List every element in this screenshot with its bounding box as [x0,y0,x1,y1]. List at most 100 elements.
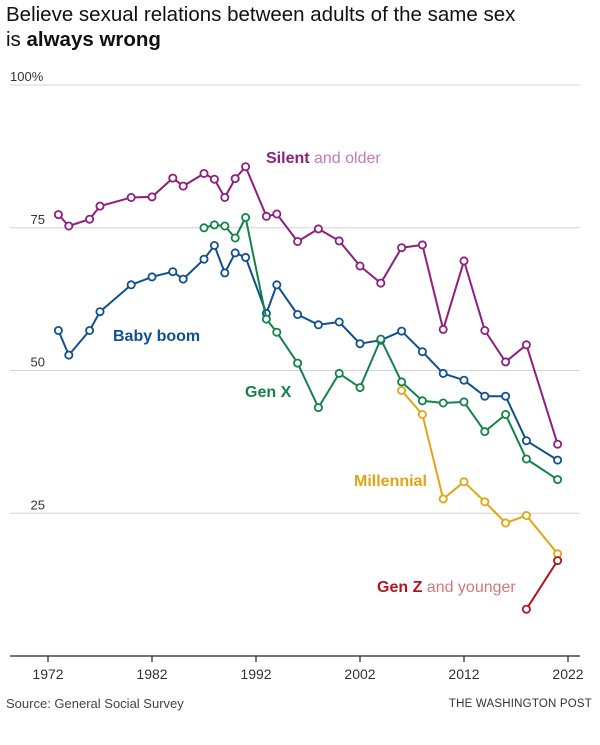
series-label-name-gen-z-and-younger: Gen Z [377,579,423,596]
data-point-silent-and-older-2012 [459,256,469,266]
y-tick-label-50: 50 [31,355,45,370]
x-tick-label-2012: 2012 [448,666,479,682]
data-point-silent-and-older-1987 [199,168,209,178]
data-point-baby-boom-1998 [313,320,323,330]
y-tick-label-100: 100% [10,69,44,84]
series-label-baby-boom: Baby boom [113,328,200,345]
data-point-gen-x-2014 [480,427,490,437]
series-line-gen-x [203,216,559,481]
data-point-silent-and-older-2006 [397,243,407,253]
series-label-suffix-silent-and-older: and older [310,150,382,167]
data-point-gen-x-2008 [417,396,427,406]
data-point-gen-x-1991 [241,212,251,222]
chart-title: Believe sexual relations between adults … [6,2,596,52]
x-tick-label-1982: 1982 [136,666,167,682]
data-point-silent-and-older-1984 [168,173,178,183]
series-line-gen-z-and-younger [525,560,559,610]
series-label-silent-and-older: Silent and older [266,150,381,167]
data-point-silent-and-older-1976 [85,214,95,224]
series-label-name-millennial: Millennial [354,473,427,490]
data-point-gen-x-1998 [313,403,323,413]
data-point-baby-boom-2008 [417,347,427,357]
data-point-silent-and-older-2004 [376,278,386,288]
data-point-silent-and-older-2008 [417,240,427,250]
data-point-gen-x-2012 [459,397,469,407]
data-point-baby-boom-1987 [199,254,209,264]
data-point-silent-and-older-1988 [209,174,219,184]
data-point-baby-boom-1973 [53,325,63,335]
data-point-baby-boom-1985 [178,274,188,284]
data-point-silent-and-older-1973 [53,210,63,220]
data-point-silent-and-older-1998 [313,224,323,234]
data-point-silent-and-older-1994 [272,209,282,219]
data-point-silent-and-older-2010 [438,324,448,334]
data-point-gen-x-1994 [272,327,282,337]
data-point-gen-x-1993 [261,314,271,324]
data-point-millennial-2006 [397,385,407,395]
data-point-baby-boom-1988 [209,240,219,250]
x-tick-label-2022: 2022 [552,666,583,682]
series-line-baby-boom [57,244,559,461]
publisher-credit: THE WASHINGTON POST [448,698,592,710]
x-tick-label-2002: 2002 [344,666,375,682]
data-point-baby-boom-1996 [293,309,303,319]
x-tick-label-1972: 1972 [32,666,63,682]
data-point-gen-x-1990 [230,233,240,243]
data-point-silent-and-older-2021 [553,439,563,449]
data-point-gen-z-and-younger-2021 [553,556,563,566]
series-label-millennial: Millennial [354,473,427,490]
data-point-baby-boom-2006 [397,326,407,336]
data-point-baby-boom-1976 [85,325,95,335]
data-point-silent-and-older-2002 [355,261,365,271]
series-label-name-gen-x: Gen X [245,384,292,401]
data-point-baby-boom-2000 [334,317,344,327]
data-point-baby-boom-1991 [241,252,251,262]
data-point-silent-and-older-2000 [334,236,344,246]
data-point-millennial-2018 [521,510,531,520]
data-point-baby-boom-2018 [521,436,531,446]
data-point-gen-x-2016 [501,409,511,419]
data-point-baby-boom-2016 [501,391,511,401]
data-point-gen-x-2002 [355,383,365,393]
data-point-gen-z-and-younger-2018 [521,604,531,614]
data-point-gen-x-2000 [334,368,344,378]
data-point-silent-and-older-1989 [220,192,230,202]
data-point-silent-and-older-1977 [95,201,105,211]
data-point-silent-and-older-1980 [126,192,136,202]
title-line-2-prefix: is [6,28,27,51]
title-line-1: Believe sexual relations between adults … [6,3,516,26]
data-point-silent-and-older-1985 [178,181,188,191]
data-point-baby-boom-2014 [480,391,490,401]
data-point-baby-boom-1974 [64,350,74,360]
data-point-baby-boom-2010 [438,368,448,378]
data-point-silent-and-older-1990 [230,174,240,184]
data-point-gen-x-2018 [521,454,531,464]
data-point-gen-x-1987 [199,223,209,233]
data-point-gen-x-2006 [397,377,407,387]
y-tick-label-25: 25 [31,497,45,512]
series-label-suffix-gen-z-and-younger: and younger [422,579,516,596]
data-point-millennial-2012 [459,477,469,487]
data-point-gen-x-1996 [293,358,303,368]
data-point-baby-boom-2021 [553,455,563,465]
data-point-silent-and-older-1993 [261,211,271,221]
data-point-baby-boom-1977 [95,307,105,317]
data-point-silent-and-older-2014 [480,325,490,335]
x-tick-label-1992: 1992 [240,666,271,682]
data-point-gen-x-2010 [438,398,448,408]
data-point-silent-and-older-1996 [293,236,303,246]
data-point-silent-and-older-2016 [501,357,511,367]
series-line-silent-and-older [57,165,559,445]
data-point-gen-x-2021 [553,475,563,485]
data-point-silent-and-older-1982 [147,192,157,202]
data-point-baby-boom-1994 [272,280,282,290]
data-point-baby-boom-1984 [168,267,178,277]
data-point-silent-and-older-2018 [521,340,531,350]
source-note: Source: General Social Survey [6,696,184,711]
data-point-baby-boom-2012 [459,375,469,385]
data-point-millennial-2010 [438,494,448,504]
title-emphasis: always wrong [26,28,161,51]
data-point-baby-boom-2002 [355,339,365,349]
series-label-name-baby-boom: Baby boom [113,328,200,345]
